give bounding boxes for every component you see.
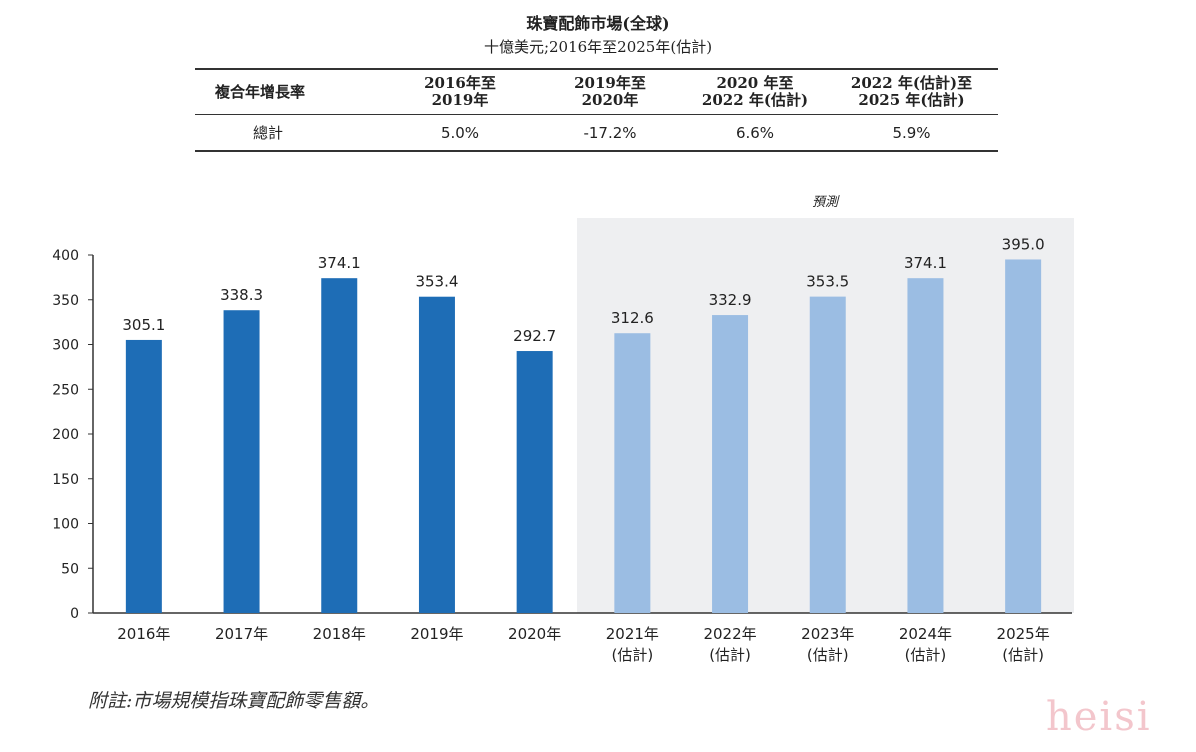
bar — [223, 310, 260, 613]
cagr-value: -17.2% — [535, 114, 685, 152]
data-label: 374.1 — [904, 254, 947, 272]
data-label: 353.4 — [415, 273, 458, 291]
x-tick-label: 2019年 — [410, 625, 463, 643]
cagr-header-period-1: 2016年至 2019年 — [385, 68, 535, 115]
x-tick-label: 2021年 — [606, 625, 659, 643]
data-label: 312.6 — [611, 309, 654, 327]
cagr-header-row: 複合年增長率 2016年至 2019年 2019年至 2020年 2020 年至… — [195, 68, 998, 115]
cagr-header-label: 複合年增長率 — [195, 68, 385, 115]
bar — [125, 339, 162, 613]
bar — [418, 296, 455, 613]
data-label: 332.9 — [709, 291, 752, 309]
chart-title: 珠寶配飾市場(全球) — [526, 14, 670, 33]
cagr-table: 複合年增長率 2016年至 2019年 2019年至 2020年 2020 年至… — [195, 68, 998, 152]
x-tick-label: (估計) — [1002, 646, 1044, 664]
x-tick-label: (估計) — [905, 646, 947, 664]
cagr-header-period-2: 2019年至 2020年 — [535, 68, 685, 115]
y-tick-label: 100 — [52, 517, 79, 533]
y-tick-label: 400 — [52, 248, 79, 264]
x-tick-label: 2025年 — [997, 625, 1050, 643]
y-tick-label: 350 — [52, 293, 79, 309]
bar — [1005, 259, 1042, 613]
y-tick-label: 300 — [52, 338, 79, 354]
y-tick-label: 200 — [52, 427, 79, 443]
y-tick-label: 150 — [52, 472, 79, 488]
x-tick-label: 2022年 — [703, 625, 756, 643]
y-tick-label: 50 — [61, 561, 79, 577]
footnote: 附註:市場規模指珠寶配飾零售額。 — [88, 690, 380, 712]
bar — [712, 315, 749, 613]
x-tick-label: 2016年 — [117, 625, 170, 643]
bar — [907, 278, 944, 613]
cagr-row-label: 總計 — [195, 114, 385, 152]
x-tick-label: 2017年 — [215, 625, 268, 643]
watermark: heisi — [1046, 694, 1152, 740]
cagr-value: 5.9% — [825, 114, 998, 152]
cagr-value: 6.6% — [685, 114, 825, 152]
data-label: 395.0 — [1002, 235, 1045, 253]
x-tick-label: (估計) — [709, 646, 751, 664]
data-label: 374.1 — [318, 254, 361, 272]
bar — [516, 351, 553, 613]
x-tick-label: (估計) — [611, 646, 653, 664]
cagr-value: 5.0% — [385, 114, 535, 152]
cagr-row-total: 總計 5.0% -17.2% 6.6% 5.9% — [195, 114, 998, 152]
x-tick-label: 2018年 — [313, 625, 366, 643]
x-tick-label: 2020年 — [508, 625, 561, 643]
chart-subtitle: 十億美元;2016年至2025年(估計) — [483, 38, 713, 56]
x-tick-label: 2024年 — [899, 625, 952, 643]
x-tick-label: (估計) — [807, 646, 849, 664]
data-label: 353.5 — [806, 273, 849, 291]
cagr-header-period-4: 2022 年(估計)至 2025 年(估計) — [825, 68, 998, 115]
y-tick-label: 0 — [70, 606, 79, 622]
data-label: 338.3 — [220, 286, 263, 304]
bar — [614, 333, 651, 613]
cagr-header-period-3: 2020 年至 2022 年(估計) — [685, 68, 825, 115]
x-tick-label: 2023年 — [801, 625, 854, 643]
bar — [809, 296, 846, 613]
bar — [321, 278, 358, 613]
forecast-label: 預測 — [811, 195, 838, 210]
data-label: 292.7 — [513, 327, 556, 345]
y-tick-label: 250 — [52, 382, 79, 398]
data-label: 305.1 — [122, 316, 165, 334]
